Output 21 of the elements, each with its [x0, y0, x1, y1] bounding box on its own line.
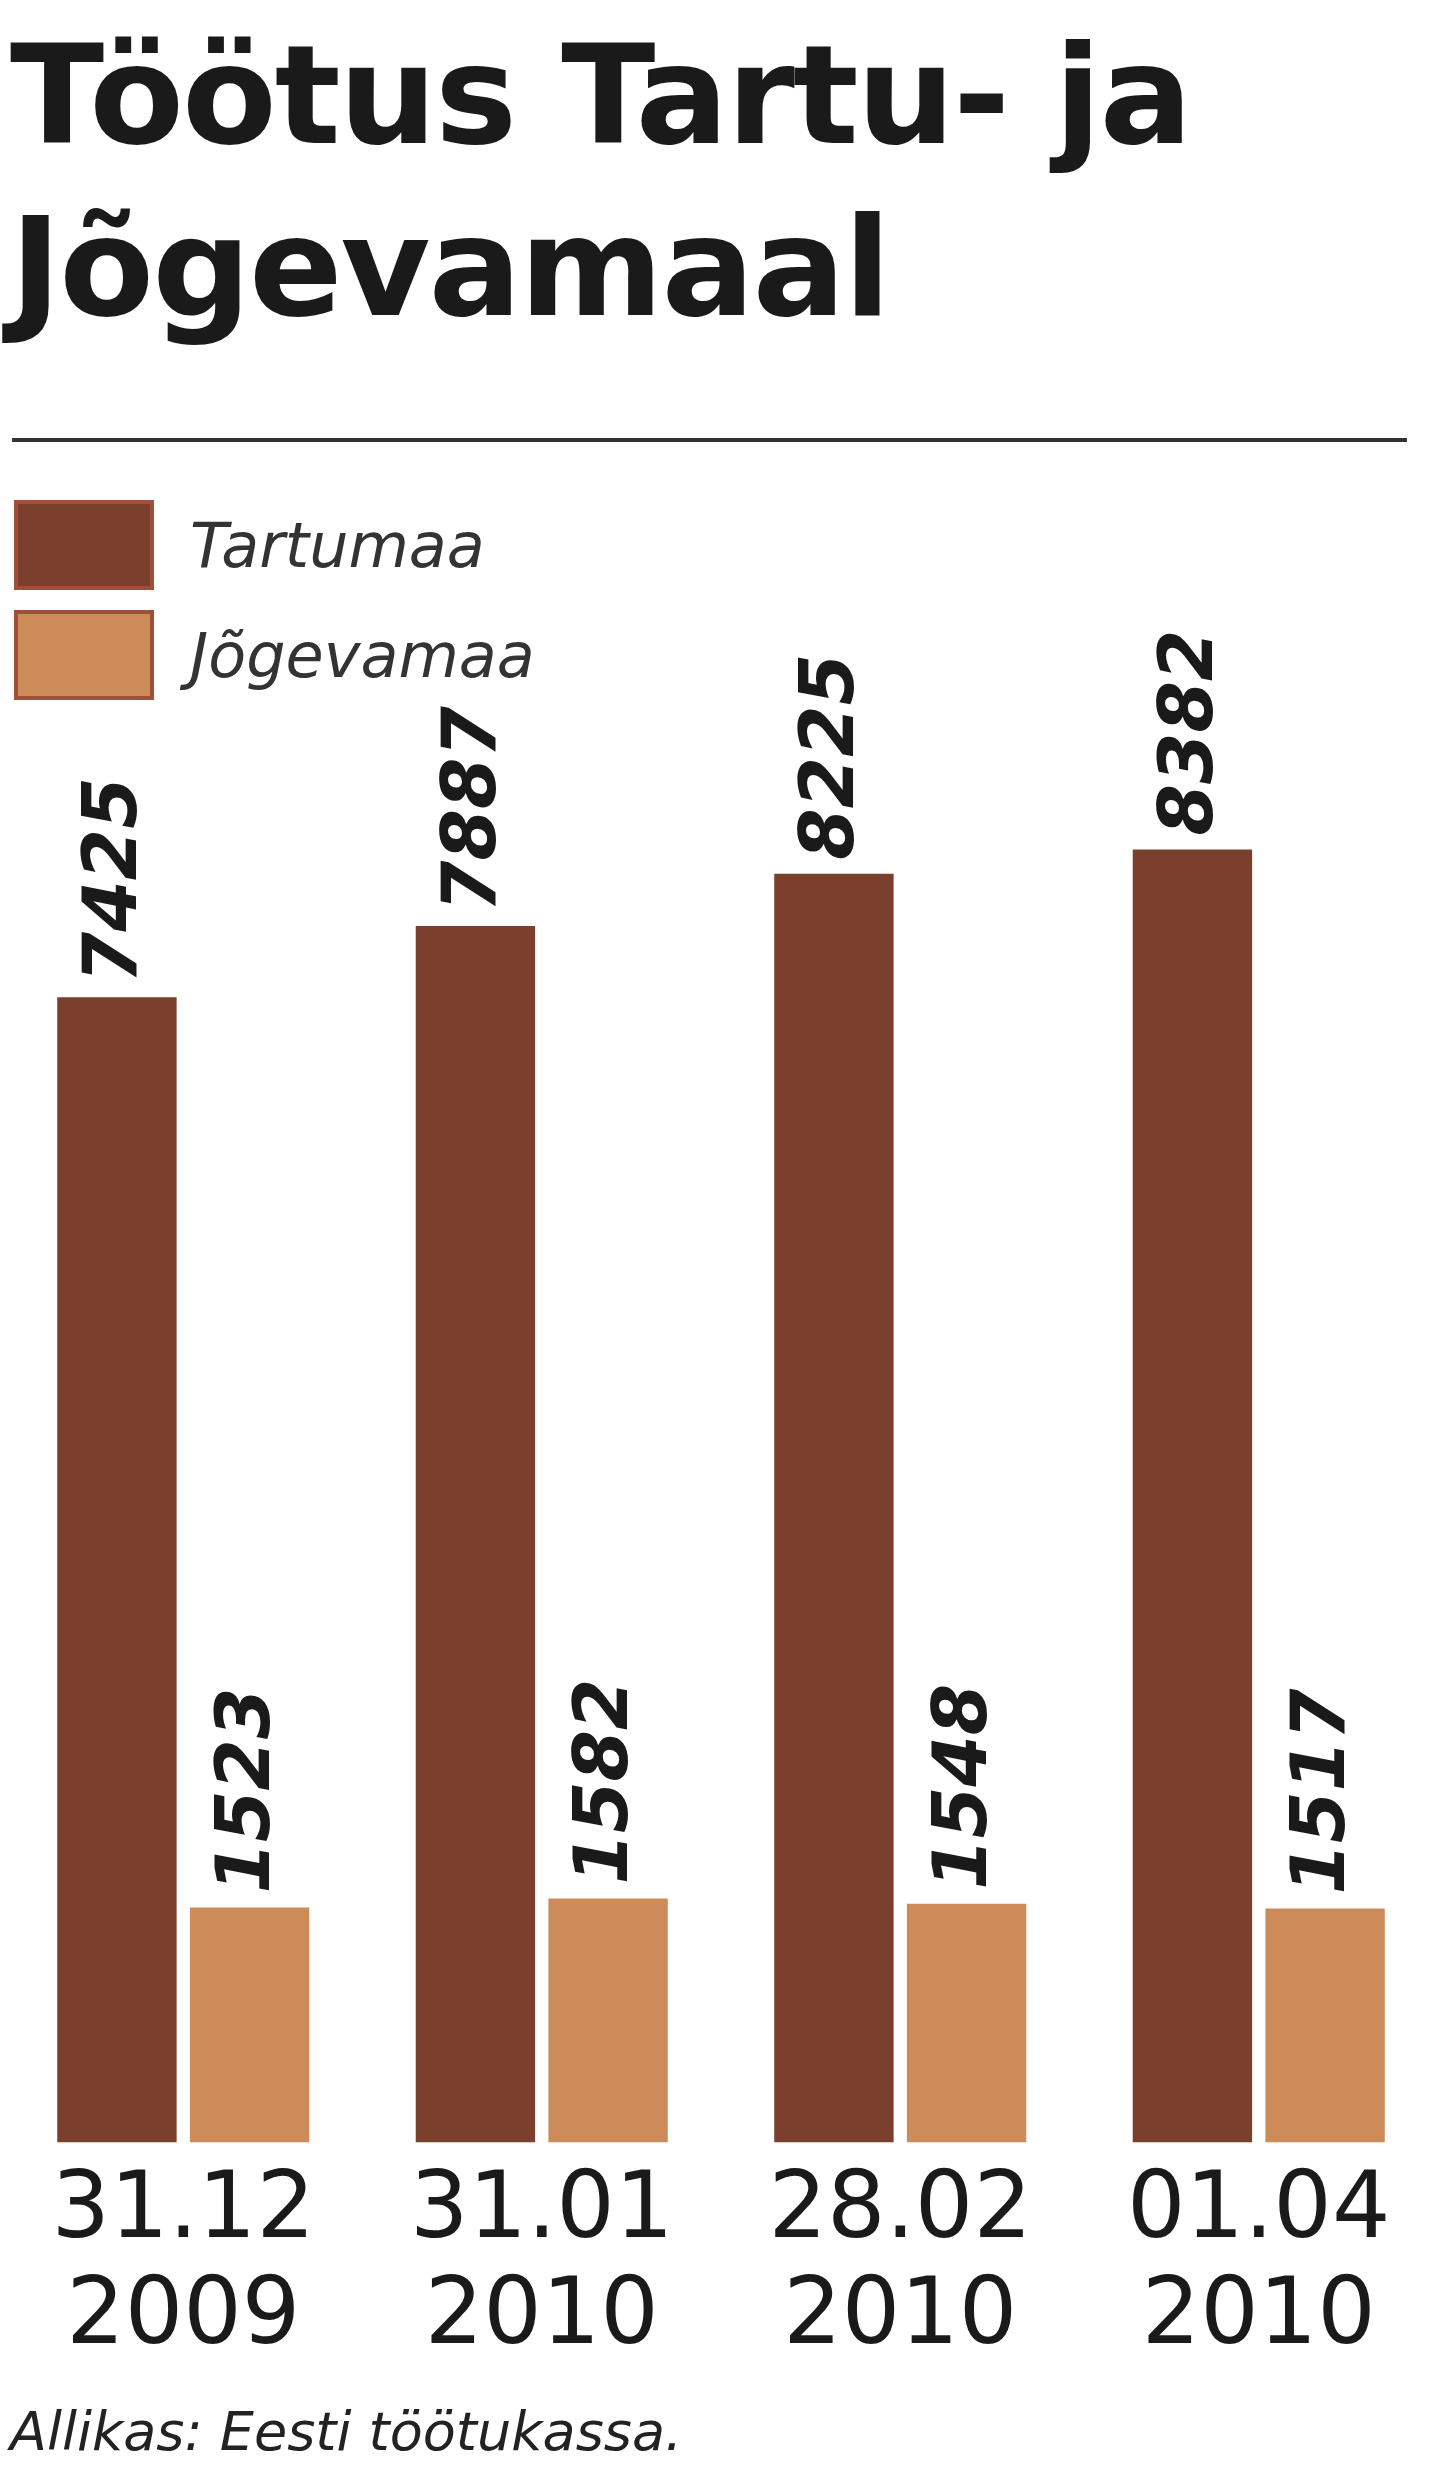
x-tick-label: 01.04 2010: [1127, 2152, 1391, 2366]
data-label: 1582: [558, 1678, 645, 1885]
data-label: 8225: [784, 653, 871, 860]
bar: [1132, 849, 1253, 2143]
x-tick-label: 31.12 2009: [51, 2152, 315, 2366]
bar: [906, 1903, 1027, 2143]
bar: [57, 997, 177, 2143]
bar: [548, 1898, 668, 2143]
bar: [1265, 1908, 1385, 2143]
data-label: 7887: [425, 705, 512, 912]
bar: [189, 1907, 310, 2143]
x-tick-label: 28.02 2010: [768, 2152, 1032, 2366]
data-label: 1517: [1275, 1687, 1362, 1895]
data-label: 1548: [916, 1683, 1003, 1890]
data-label: 1523: [199, 1687, 286, 1894]
legend-label: Tartumaa: [190, 508, 485, 582]
data-label: 7425: [67, 777, 154, 984]
bar: [774, 873, 894, 2143]
x-tick-label: 31.01 2010: [410, 2152, 674, 2366]
data-label: 8382: [1142, 629, 1229, 836]
bar: [415, 925, 536, 2143]
